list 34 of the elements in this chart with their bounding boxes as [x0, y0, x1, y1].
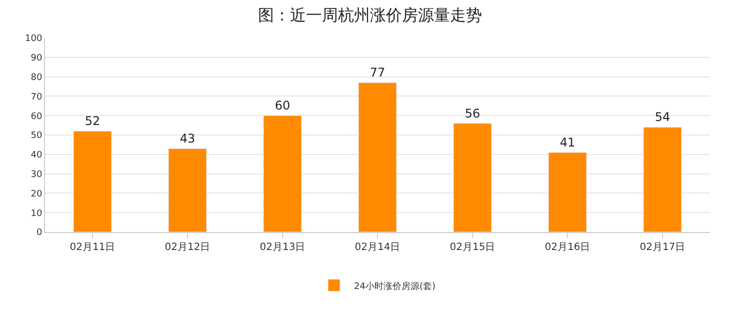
data-label: 60 [274, 98, 290, 113]
x-tick-label: 02月17日 [640, 242, 686, 253]
bar [168, 148, 207, 232]
x-tick-label: 02月15日 [450, 242, 496, 253]
bar [73, 130, 112, 232]
y-tick-label: 100 [25, 34, 42, 44]
y-tick-label: 20 [30, 189, 42, 200]
y-tick-label: 40 [30, 150, 42, 161]
x-tick-label: 02月14日 [354, 242, 400, 253]
x-tick-label: 02月11日 [70, 242, 116, 253]
y-tick-label: 70 [30, 92, 42, 102]
data-label: 54 [654, 110, 670, 124]
y-tick-label: 0 [36, 228, 42, 238]
y-tick-label: 10 [30, 208, 42, 219]
data-label: 56 [464, 106, 480, 120]
bar [358, 82, 397, 232]
y-tick-label: 60 [30, 112, 42, 122]
data-label: 77 [370, 66, 386, 80]
data-label: 43 [180, 132, 196, 146]
y-tick-label: 80 [30, 72, 42, 83]
bar [548, 152, 587, 232]
y-tick-label: 30 [30, 170, 42, 180]
data-label: 52 [84, 114, 100, 128]
bar [263, 115, 302, 232]
y-tick-label: 90 [30, 54, 42, 64]
chart-title: 图：近一周杭州涨价房源量走势 [258, 6, 482, 25]
x-tick-label: 02月12日 [164, 242, 210, 253]
bar [643, 126, 682, 232]
x-tick-label: 02月16日 [544, 242, 590, 253]
data-label: 41 [560, 135, 576, 150]
legend-label: 24小时涨价房源(套) [354, 280, 436, 292]
bar [453, 123, 492, 232]
x-tick-label: 02月13日 [260, 242, 306, 253]
y-tick-label: 50 [30, 131, 42, 142]
